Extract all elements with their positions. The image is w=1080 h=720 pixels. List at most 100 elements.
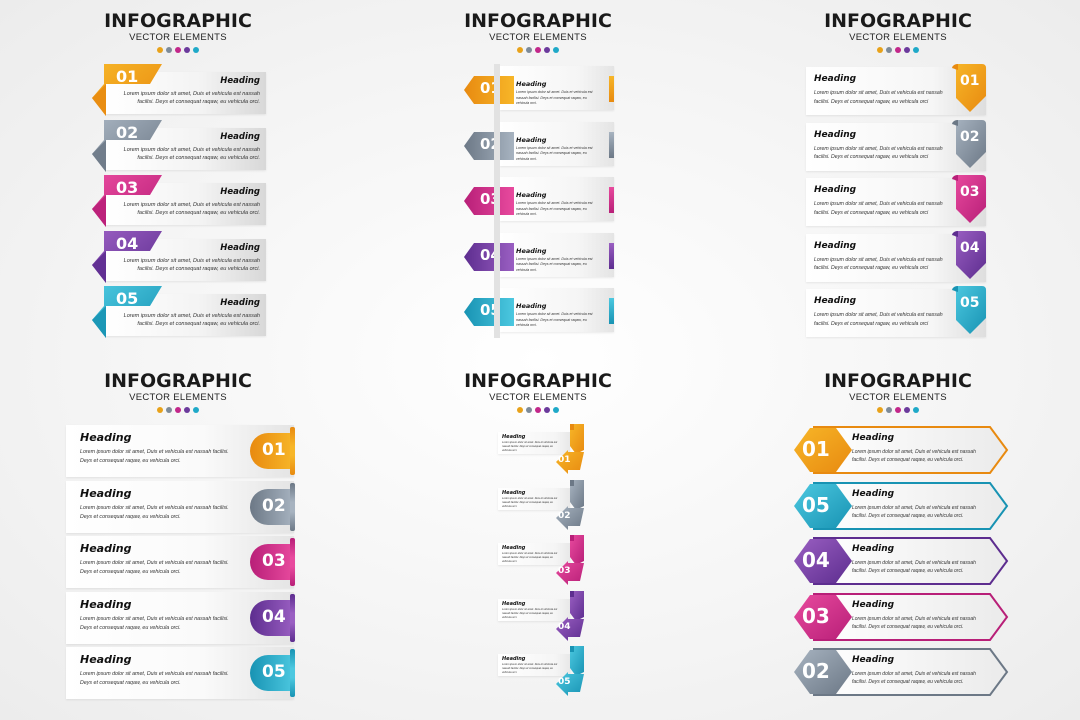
arrow-tag-icon bbox=[464, 298, 514, 326]
item-heading: Heading bbox=[852, 544, 895, 554]
arrow-tag-icon bbox=[464, 242, 514, 271]
infographic-title: INFOGRAPHIC bbox=[824, 10, 972, 32]
infographic-title: INFOGRAPHIC bbox=[464, 10, 612, 32]
item-heading: Heading bbox=[220, 76, 260, 86]
list-item-02: Heading Lorem ipsum dolor sit amet. Duis … bbox=[498, 479, 588, 530]
item-heading: Heading bbox=[220, 242, 260, 253]
color-dot-icon bbox=[553, 47, 559, 53]
item-body: Lorem ipsum dolor sit amet. Duis et vehi… bbox=[516, 90, 593, 105]
list-item-05: Heading Lorem ipsum dolor sit amet, Duis … bbox=[792, 480, 1012, 532]
item-heading: Heading bbox=[852, 488, 895, 499]
item-heading: Heading bbox=[502, 545, 526, 551]
hexagon-arrow-card bbox=[794, 537, 1009, 585]
ribbon-arrow-icon bbox=[92, 119, 162, 172]
ribbon-arrow-icon bbox=[92, 230, 162, 283]
list-item-01: Heading Lorem ipsum dolor sit amet, Duis … bbox=[66, 425, 296, 477]
panel-2: INFOGRAPHIC VECTOR ELEMENTS Heading Lorem i… bbox=[360, 0, 720, 360]
arrow-tag-icon bbox=[464, 187, 514, 215]
accent-bar bbox=[609, 298, 614, 324]
hexagon-arrow-card bbox=[794, 648, 1009, 696]
color-dot-icon bbox=[184, 47, 190, 53]
color-dot-icon bbox=[535, 47, 541, 53]
folded-arrow-icon bbox=[556, 424, 584, 474]
item-body: Lorem ipsum dolor sit amet, Duis et vehi… bbox=[814, 145, 943, 161]
accent-bar bbox=[609, 131, 614, 158]
accent-edge bbox=[290, 482, 295, 531]
infographic-subtitle: VECTOR ELEMENTS bbox=[129, 32, 227, 43]
item-body: Lorem ipsum dolor sit amet, Duis et vehi… bbox=[852, 504, 976, 519]
color-dot-icon bbox=[544, 407, 550, 413]
color-dot-icon bbox=[517, 407, 523, 413]
item-heading: Heading bbox=[502, 489, 526, 496]
item-heading: Heading bbox=[852, 433, 895, 443]
accent-bar bbox=[609, 76, 614, 102]
accent-edge bbox=[290, 649, 295, 697]
bookmark-tag-icon bbox=[952, 64, 986, 112]
list-item-02: Heading Lorem ipsum dolor sit amet. Duis … bbox=[464, 121, 616, 170]
color-dot-icon bbox=[526, 47, 532, 53]
bookmark-tag-icon bbox=[952, 230, 986, 279]
item-number: 03 bbox=[960, 184, 980, 200]
panel-5: INFOGRAPHIC VECTOR ELEMENTS Heading Lorem i… bbox=[360, 360, 720, 720]
list-item-05: Heading Lorem ipsum dolor sit amet, Duis … bbox=[806, 286, 986, 339]
list-item-05: Heading Lorem ipsum dolor sit amet, Duis … bbox=[66, 647, 296, 699]
item-number: 05 bbox=[960, 295, 980, 311]
item-number: 04 bbox=[960, 239, 980, 256]
number-tab bbox=[250, 544, 294, 580]
arrow-tag-icon bbox=[464, 131, 514, 160]
number-tab bbox=[250, 433, 294, 469]
title-block: INFOGRAPHIC VECTOR ELEMENTS bbox=[0, 370, 356, 413]
list-item-03: Heading Lorem ipsum dolor sit amet, Duis … bbox=[66, 536, 296, 588]
text-card: Heading Lorem ipsum dolor sit amet. Duis … bbox=[498, 543, 570, 565]
arrow-tag-icon bbox=[464, 76, 514, 104]
item-body: Lorem ipsum dolor sit amet. Duis et vehi… bbox=[502, 607, 558, 619]
item-body: Lorem ipsum dolor sit amet. Duis et vehi… bbox=[502, 496, 558, 508]
list-item-04: Heading Lorem ipsum dolor sit amet. Duis … bbox=[498, 590, 588, 641]
text-card: Heading Lorem ipsum dolor sit amet. Duis … bbox=[500, 177, 614, 221]
number-tab bbox=[250, 488, 294, 525]
item-heading: Heading bbox=[852, 655, 895, 665]
item-body: Lorem ipsum dolor sit amet, Duis et vehi… bbox=[123, 257, 260, 272]
color-dot-icon bbox=[175, 47, 181, 53]
list-item-01: Heading Lorem ipsum dolor sit amet, Duis … bbox=[792, 424, 1012, 476]
item-number: 04 bbox=[558, 621, 571, 632]
item-heading: Heading bbox=[516, 80, 547, 88]
list-item-02: Heading Lorem ipsum dolor sit amet, Duis … bbox=[806, 119, 986, 173]
item-number: 02 bbox=[802, 659, 830, 683]
item-heading: Heading bbox=[814, 185, 857, 195]
item-body: Lorem ipsum dolor sit amet, Duis et vehi… bbox=[814, 256, 943, 272]
title-block: INFOGRAPHIC VECTOR ELEMENTS bbox=[360, 370, 716, 413]
color-dot-icon bbox=[157, 47, 163, 53]
title-block: INFOGRAPHIC VECTOR ELEMENTS bbox=[360, 10, 716, 53]
list-item-03: Heading Lorem ipsum dolor sit amet, Duis … bbox=[806, 175, 986, 228]
color-dot-icon bbox=[877, 407, 883, 413]
item-body: Lorem ipsum dolor sit amet. Duis et vehi… bbox=[516, 201, 593, 216]
title-block: INFOGRAPHIC VECTOR ELEMENTS bbox=[720, 370, 1076, 413]
bookmark-tag-icon bbox=[952, 286, 986, 334]
color-dot-icon bbox=[193, 407, 199, 413]
text-card: Heading Lorem ipsum dolor sit amet. Duis … bbox=[500, 121, 614, 166]
text-card: Heading Lorem ipsum dolor sit amet. Duis … bbox=[498, 598, 570, 621]
item-body: Lorem ipsum dolor sit amet, Duis et vehi… bbox=[123, 91, 260, 105]
item-heading: Heading bbox=[516, 246, 547, 255]
item-number: 05 bbox=[802, 492, 830, 517]
item-heading: Heading bbox=[220, 131, 260, 142]
item-number: 02 bbox=[262, 495, 286, 516]
ribbon-arrow-icon bbox=[92, 286, 162, 338]
item-body: Lorem ipsum dolor sit amet. Duis et vehi… bbox=[516, 256, 593, 272]
text-card: Heading Lorem ipsum dolor sit amet, Duis … bbox=[106, 183, 266, 225]
item-heading: Heading bbox=[220, 187, 260, 197]
item-body: Lorem ipsum dolor sit amet, Duis et vehi… bbox=[80, 560, 229, 575]
item-body: Lorem ipsum dolor sit amet, Duis et vehi… bbox=[852, 671, 976, 685]
color-dot-icon bbox=[535, 407, 541, 413]
item-body: Lorem ipsum dolor sit amet. Duis et vehi… bbox=[502, 441, 558, 452]
item-number: 05 bbox=[558, 677, 571, 687]
color-dot-icon bbox=[526, 407, 532, 413]
panel-6: INFOGRAPHIC VECTOR ELEMENTS Heading Lorem … bbox=[720, 360, 1080, 720]
ribbon-arrow-icon bbox=[92, 175, 162, 227]
item-number: 03 bbox=[802, 603, 830, 628]
text-card: Heading Lorem ipsum dolor sit amet, Duis … bbox=[66, 425, 294, 477]
list-item-04: Heading Lorem ipsum dolor sit amet, Duis … bbox=[792, 535, 1012, 587]
color-dot-icon bbox=[895, 407, 901, 413]
text-card: Heading Lorem ipsum dolor sit amet. Duis … bbox=[500, 288, 614, 332]
